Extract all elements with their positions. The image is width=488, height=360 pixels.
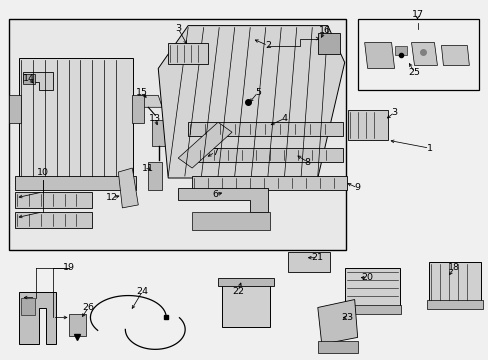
Bar	[198, 148, 342, 162]
Text: 10: 10	[37, 167, 48, 176]
Text: 12: 12	[106, 193, 118, 202]
Text: 21: 21	[311, 253, 323, 262]
Polygon shape	[22, 72, 52, 90]
Text: 3: 3	[391, 108, 397, 117]
Text: 14: 14	[22, 74, 35, 83]
Polygon shape	[158, 26, 344, 178]
Text: 13: 13	[149, 114, 161, 123]
Polygon shape	[364, 42, 394, 68]
Bar	[394, 45, 406, 55]
Bar	[344, 268, 399, 306]
Bar	[192, 212, 269, 230]
Polygon shape	[317, 300, 357, 345]
Bar	[428, 262, 480, 302]
Text: 25: 25	[407, 68, 420, 77]
Text: 6: 6	[212, 190, 218, 199]
Text: 2: 2	[264, 41, 270, 50]
Text: 4: 4	[281, 114, 287, 123]
Polygon shape	[411, 42, 437, 66]
Bar	[15, 212, 92, 228]
Text: 7: 7	[212, 148, 218, 157]
Polygon shape	[441, 45, 468, 66]
Text: 22: 22	[231, 287, 244, 296]
Bar	[168, 42, 208, 64]
Text: 9: 9	[354, 184, 360, 193]
Bar	[287, 252, 329, 272]
Bar	[427, 300, 482, 310]
Bar	[132, 95, 144, 123]
Text: 5: 5	[254, 88, 261, 97]
Text: 24: 24	[136, 287, 148, 296]
Text: 11: 11	[142, 163, 154, 172]
Bar	[188, 122, 342, 136]
Polygon shape	[19, 292, 56, 345]
Text: 3: 3	[175, 24, 181, 33]
Text: 17: 17	[411, 10, 423, 19]
Text: 26: 26	[82, 303, 94, 312]
Bar	[222, 280, 269, 328]
Bar	[357, 19, 478, 90]
Bar	[20, 298, 35, 315]
Bar	[19, 58, 133, 178]
Bar	[22, 75, 35, 84]
Text: 16: 16	[318, 26, 330, 35]
Bar	[15, 192, 92, 208]
Bar	[148, 162, 162, 190]
Text: 19: 19	[62, 263, 74, 272]
Text: 1: 1	[426, 144, 431, 153]
Text: 23: 23	[341, 313, 353, 322]
Bar	[347, 110, 387, 140]
Polygon shape	[178, 122, 232, 168]
Bar	[317, 341, 357, 353]
Bar	[152, 120, 166, 146]
Bar	[68, 315, 86, 336]
Bar	[9, 19, 345, 250]
Polygon shape	[118, 168, 138, 208]
Text: 8: 8	[304, 158, 310, 167]
Text: 20: 20	[361, 273, 373, 282]
Text: 15: 15	[136, 88, 148, 97]
Bar	[192, 176, 346, 190]
Bar	[15, 176, 136, 190]
Bar	[317, 32, 339, 54]
Polygon shape	[138, 95, 162, 107]
Bar	[9, 95, 20, 123]
Polygon shape	[178, 188, 267, 212]
Bar	[342, 305, 400, 315]
Text: 18: 18	[447, 263, 460, 272]
Bar	[218, 278, 273, 285]
